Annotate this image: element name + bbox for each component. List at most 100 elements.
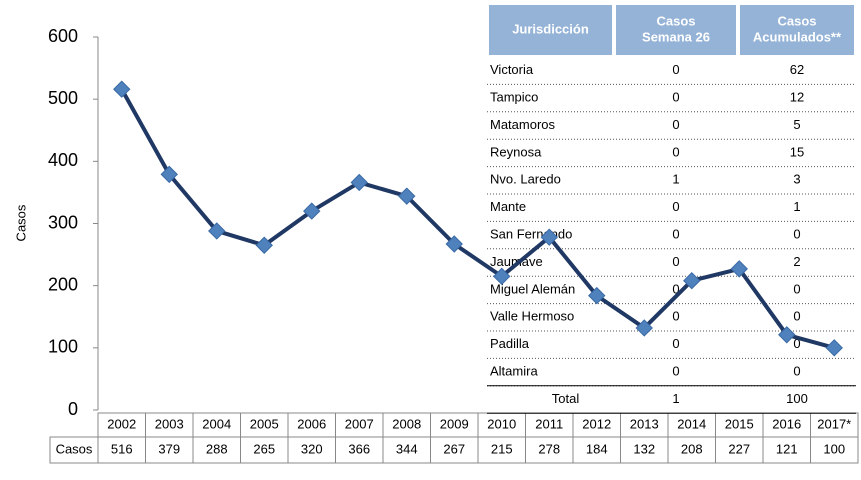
table-cell-text: Altamira — [490, 364, 538, 379]
table-header: Acumulados** — [753, 29, 842, 44]
marker — [303, 202, 321, 220]
x-tick-label: 2015 — [725, 416, 754, 431]
table-cell-text: 0 — [672, 254, 679, 269]
row-label: Casos — [56, 441, 93, 456]
x-tick-label: 2009 — [440, 416, 469, 431]
table-cell-text: 12 — [790, 90, 804, 105]
table-cell-text: Matamoros — [490, 117, 556, 132]
table-cell-text: 0 — [672, 144, 679, 159]
table-cell-text: 0 — [672, 199, 679, 214]
data-label: 344 — [396, 441, 418, 456]
table-cell-text: 0 — [793, 281, 800, 296]
table-header: Casos — [777, 13, 816, 28]
table-cell-text: 0 — [793, 336, 800, 351]
table-cell-text: Mante — [490, 199, 526, 214]
marker — [540, 228, 558, 246]
table-header: Casos — [656, 13, 695, 28]
x-tick-label: 2011 — [535, 416, 563, 431]
table-cell-text: 2 — [793, 254, 800, 269]
marker — [398, 187, 416, 205]
table-header: Jurisdicción — [512, 21, 589, 36]
x-tick-label: 2017* — [817, 416, 851, 431]
table-cell-text: 3 — [793, 172, 800, 187]
marker — [778, 326, 796, 344]
marker — [255, 236, 273, 254]
table-header-cell — [489, 5, 612, 55]
x-tick-label: 2004 — [202, 416, 231, 431]
table-cell-text: 0 — [672, 117, 679, 132]
table-cell-text: 1 — [672, 391, 679, 406]
table-cell-text: 0 — [672, 309, 679, 324]
table-cell-text: Valle Hermoso — [490, 309, 574, 324]
x-tick-label: 2005 — [250, 416, 279, 431]
x-tick-label: 2002 — [107, 416, 136, 431]
data-label: 227 — [728, 441, 750, 456]
y-tick-label: 400 — [48, 150, 78, 170]
table-cell-text: Tampico — [490, 90, 538, 105]
marker — [350, 173, 368, 192]
y-tick-label: 300 — [48, 212, 78, 232]
table-header-cell — [616, 5, 736, 55]
table-cell-text: 0 — [793, 227, 800, 242]
table-header: Semana 26 — [642, 29, 710, 44]
data-label: 184 — [586, 441, 608, 456]
x-tick-label: 2010 — [487, 416, 516, 431]
data-label: 265 — [253, 441, 275, 456]
table-cell-text: 62 — [790, 62, 804, 77]
marker — [445, 235, 463, 253]
marker — [588, 286, 606, 305]
x-tick-label: 2012 — [582, 416, 611, 431]
data-label: 366 — [348, 441, 370, 456]
table-cell-text: 0 — [672, 90, 679, 105]
data-label: 215 — [491, 441, 513, 456]
marker — [730, 260, 748, 278]
data-label: 100 — [823, 441, 845, 456]
table-cell-text: 100 — [786, 391, 808, 406]
y-tick-label: 600 — [48, 26, 78, 46]
table-header-cell — [740, 5, 854, 55]
marker — [825, 339, 843, 357]
table-cell-text: 0 — [672, 281, 679, 296]
marker — [160, 165, 178, 184]
data-label: 379 — [158, 441, 180, 456]
y-tick-label: 200 — [48, 274, 78, 294]
x-tick-label: 2013 — [630, 416, 659, 431]
y-tick-label: 100 — [48, 337, 78, 357]
marker — [113, 80, 131, 98]
table-cell-text: Miguel Alemán — [490, 281, 575, 296]
data-label: 121 — [776, 441, 798, 456]
data-label: 267 — [443, 441, 465, 456]
table-cell-text: 0 — [672, 227, 679, 242]
marker — [683, 271, 701, 290]
marker — [208, 222, 226, 240]
y-tick-label: 500 — [48, 88, 78, 108]
marker — [493, 267, 511, 286]
table-cell-text: 1 — [672, 172, 679, 187]
data-label: 320 — [301, 441, 323, 456]
table-cell-text: Padilla — [490, 336, 530, 351]
table-cell-text: 0 — [793, 309, 800, 324]
table-cell-text: 0 — [672, 336, 679, 351]
data-label: 278 — [538, 441, 560, 456]
table-cell-text: 0 — [672, 364, 679, 379]
table-cell-text: 0 — [793, 364, 800, 379]
table-cell-text: San Fernando — [490, 227, 572, 242]
table-cell-text: 1 — [793, 199, 800, 214]
data-label: 132 — [633, 441, 655, 456]
x-tick-label: 2003 — [155, 416, 184, 431]
table-cell-text: Victoria — [490, 62, 534, 77]
table-cell-text: 15 — [790, 144, 804, 159]
marker — [635, 319, 653, 337]
table-cell-text: Jaumave — [490, 254, 543, 269]
data-label: 288 — [206, 441, 228, 456]
table-cell-text: 5 — [793, 117, 800, 132]
table-cell — [810, 436, 859, 464]
x-tick-label: 2014 — [677, 416, 706, 431]
table-cell-text: 0 — [672, 62, 679, 77]
x-tick-label: 2008 — [392, 416, 421, 431]
table-cell-text: Reynosa — [490, 144, 542, 159]
x-tick-label: 2006 — [297, 416, 326, 431]
y-axis-label: Casos — [13, 204, 28, 241]
table-cell-text: Nvo. Laredo — [490, 172, 561, 187]
